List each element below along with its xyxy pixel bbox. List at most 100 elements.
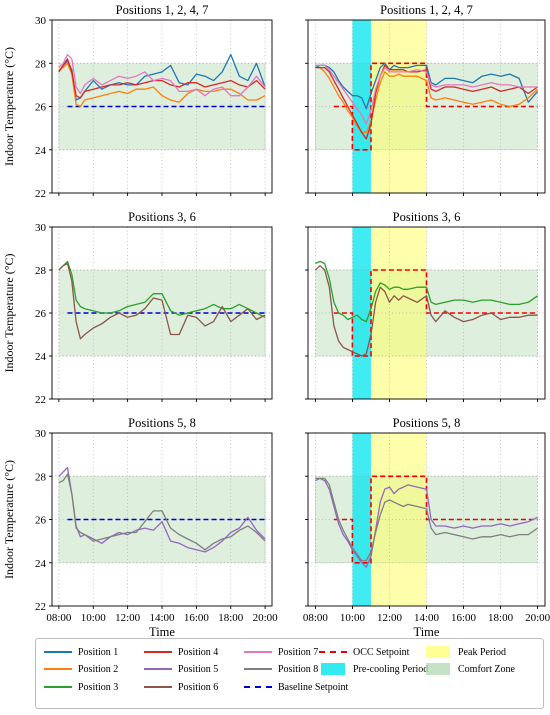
series-line-position-2 bbox=[58, 62, 266, 108]
legend-swatch bbox=[144, 646, 172, 658]
legend-label: Position 1 bbox=[78, 646, 119, 658]
chart-panel-a-3: 22 24 26 28 30 08:00 10:00 12:00 14:00 16:00 18:00… bbox=[2, 416, 278, 640]
legend-swatch bbox=[144, 681, 172, 693]
legend-label: Position 7 bbox=[278, 646, 319, 658]
legend-item-pre-cooling-period: Pre-cooling Period bbox=[319, 662, 428, 676]
chart-panel-b-1: Positions 1, 2, 4, 7 bbox=[305, 3, 546, 196]
y-tick-label: 28 bbox=[35, 471, 47, 483]
x-tick-label: 08:00 bbox=[303, 612, 329, 624]
series-line-position-4 bbox=[58, 58, 266, 99]
peak-period-band bbox=[370, 20, 427, 193]
series-line-position-6 bbox=[58, 262, 266, 340]
panel-title: Positions 5, 8 bbox=[393, 416, 461, 430]
series-line-position-7 bbox=[58, 53, 266, 97]
peak-period-band bbox=[370, 227, 427, 399]
legend-label: Position 5 bbox=[178, 663, 219, 675]
y-axis-label: Indoor Temperature (°C) bbox=[2, 47, 16, 166]
series-line-position-3 bbox=[315, 260, 538, 323]
occ-setpoint-line bbox=[333, 269, 538, 357]
legend-label: Position 2 bbox=[78, 663, 119, 675]
y-tick-label: 30 bbox=[35, 15, 47, 27]
x-tick-label: 08:00 bbox=[46, 612, 72, 624]
x-tick-label: 20:00 bbox=[525, 612, 550, 624]
x-tick-label: 12:00 bbox=[377, 612, 403, 624]
legend-swatch bbox=[44, 681, 72, 693]
y-tick-label: 24 bbox=[35, 558, 47, 570]
legend-item-position-7: Position 7 bbox=[244, 645, 318, 659]
x-axis-label: Time bbox=[149, 625, 175, 639]
series-line-position-5 bbox=[315, 477, 538, 568]
y-tick-label: 26 bbox=[35, 308, 47, 320]
legend-item-comfort-zone: Comfort Zone bbox=[424, 662, 515, 676]
panel-title: Positions 1, 2, 4, 7 bbox=[116, 3, 209, 17]
series-line-position-5 bbox=[58, 466, 266, 553]
x-tick-label: 14:00 bbox=[149, 612, 175, 624]
legend-item-position-8: Position 8 bbox=[244, 662, 318, 676]
x-tick-label: 10:00 bbox=[81, 612, 107, 624]
legend-item-position-3: Position 3 bbox=[44, 680, 118, 694]
x-tick-label: 18:00 bbox=[488, 612, 514, 624]
series-line-position-4 bbox=[315, 64, 538, 140]
figure: 22 24 26 28 30 Positions 1, 2, 4, 7 Indoor Tem… bbox=[2, 3, 550, 640]
y-axis-label: Indoor Temperature (°C) bbox=[2, 460, 16, 579]
chart-panel-b-3: 08:00 10:00 12:00 14:00 16:00 18:00 20:00 Posit… bbox=[303, 416, 550, 640]
series-line-position-3 bbox=[58, 260, 266, 318]
y-tick-label: 26 bbox=[35, 515, 47, 527]
series-line-position-8 bbox=[315, 477, 538, 562]
series-line-position-1 bbox=[58, 53, 266, 101]
legend-item-position-5: Position 5 bbox=[144, 662, 218, 676]
legend-swatch bbox=[424, 663, 452, 675]
y-tick-label: 22 bbox=[35, 601, 46, 613]
legend-label: Baseline Setpoint bbox=[278, 681, 349, 693]
series-line-position-8 bbox=[58, 473, 266, 551]
x-tick-label: 12:00 bbox=[115, 612, 141, 624]
y-tick-label: 30 bbox=[35, 222, 47, 234]
series-line-position-7 bbox=[315, 64, 538, 125]
legend-item-position-1: Position 1 bbox=[44, 645, 118, 659]
y-tick-label: 22 bbox=[35, 188, 46, 200]
x-tick-label: 18:00 bbox=[218, 612, 244, 624]
chart-panel-a-1: 22 24 26 28 30 Positions 1, 2, 4, 7 Indoor Tem… bbox=[2, 3, 273, 200]
legend-swatch bbox=[319, 663, 347, 675]
legend-label: Position 8 bbox=[278, 663, 319, 675]
legend-swatch bbox=[44, 663, 72, 675]
legend-swatch bbox=[424, 646, 452, 658]
legend-swatch bbox=[244, 663, 272, 675]
legend-label: Peak Period bbox=[458, 646, 507, 658]
y-tick-label: 24 bbox=[35, 145, 47, 157]
series-line-position-1 bbox=[315, 62, 539, 110]
legend: Position 1 Position 4 Position 7 OCC Setpoi… bbox=[35, 638, 544, 709]
legend-swatch bbox=[44, 646, 72, 658]
legend-swatch bbox=[144, 663, 172, 675]
chart-panel-b-2: Positions 3, 6 bbox=[305, 210, 546, 402]
x-tick-label: 16:00 bbox=[451, 612, 477, 624]
legend-item-position-2: Position 2 bbox=[44, 662, 118, 676]
y-tick-label: 22 bbox=[35, 394, 46, 406]
legend-label: Pre-cooling Period bbox=[353, 663, 429, 675]
legend-item-position-4: Position 4 bbox=[144, 645, 218, 659]
series-line-position-6 bbox=[314, 265, 538, 357]
series-line-position-2 bbox=[315, 66, 539, 134]
occ-setpoint-line bbox=[333, 475, 538, 564]
panel-title: Positions 3, 6 bbox=[393, 210, 461, 224]
y-tick-label: 28 bbox=[35, 265, 47, 277]
panel-title: Positions 1, 2, 4, 7 bbox=[380, 3, 473, 17]
legend-label: Position 3 bbox=[78, 681, 119, 693]
legend-label: Comfort Zone bbox=[458, 663, 515, 675]
x-tick-label: 14:00 bbox=[414, 612, 440, 624]
legend-label: Position 6 bbox=[178, 681, 219, 693]
legend-item-baseline-setpoint: Baseline Setpoint bbox=[244, 680, 348, 694]
panel-title: Positions 5, 8 bbox=[128, 416, 196, 430]
legend-item-peak-period: Peak Period bbox=[424, 645, 506, 659]
legend-item-occ-setpoint: OCC Setpoint bbox=[319, 645, 409, 659]
legend-swatch bbox=[244, 646, 272, 658]
legend-item-position-6: Position 6 bbox=[144, 680, 218, 694]
x-tick-label: 10:00 bbox=[340, 612, 366, 624]
occ-setpoint-line bbox=[333, 62, 538, 151]
y-tick-label: 28 bbox=[35, 58, 47, 70]
legend-swatch bbox=[244, 681, 272, 693]
y-tick-label: 26 bbox=[35, 102, 47, 114]
legend-label: Position 4 bbox=[178, 646, 219, 658]
y-tick-label: 24 bbox=[35, 351, 47, 363]
y-axis-label: Indoor Temperature (°C) bbox=[2, 253, 16, 372]
